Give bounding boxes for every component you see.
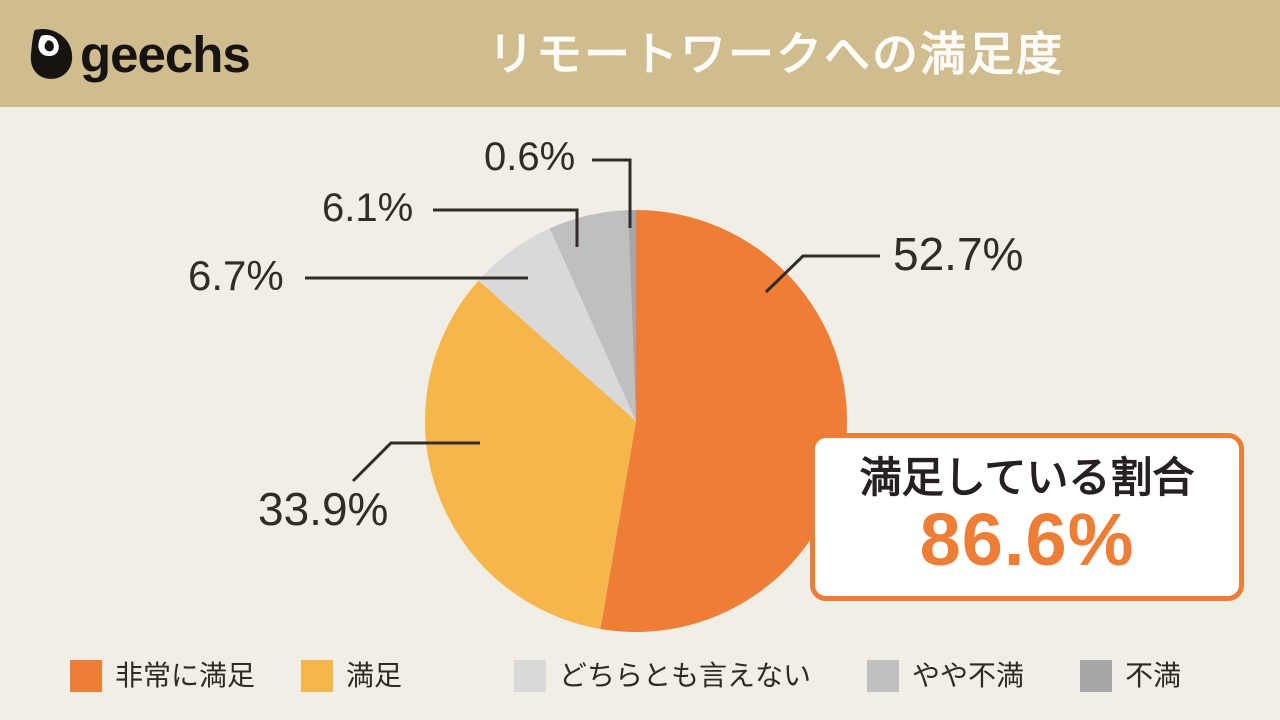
pie-slice-4 (628, 210, 636, 421)
pie-slice-3 (549, 210, 636, 421)
pie-slice-0 (600, 210, 847, 632)
callout-value: 86.6% (919, 498, 1135, 582)
legend-label-somewhat-dissatisfied: やや不満 (912, 660, 1025, 691)
legend-swatch-very-satisfied (70, 660, 102, 692)
header-bar: geechs リモートワークへの満足度 (0, 0, 1280, 107)
slice-label-satisfied: 33.9% (258, 483, 389, 535)
legend-item-satisfied: 満足 (301, 660, 402, 692)
callout-label: 満足している割合 (859, 454, 1195, 502)
slice-label-neutral: 6.7% (188, 252, 284, 299)
slice-label-dissatisfied: 0.6% (484, 135, 576, 179)
legend-item-somewhat-dissatisfied: やや不満 (867, 660, 1024, 692)
pie-chart (425, 210, 847, 632)
legend-label-neutral: どちらとも言えない (559, 660, 812, 691)
legend-label-dissatisfied: 不満 (1125, 660, 1182, 691)
pie-slice-1 (425, 280, 636, 629)
legend-swatch-neutral (514, 660, 547, 692)
legend-item-dissatisfied: 不満 (1080, 660, 1181, 692)
legend-swatch-somewhat-dissatisfied (867, 660, 900, 692)
slice-label-somewhat-dissatisfied: 6.1% (322, 186, 414, 230)
satisfaction-callout-box: 満足している割合 86.6% (810, 433, 1244, 601)
geechs-leaf-icon (30, 29, 73, 79)
legend-swatch-satisfied (301, 660, 334, 692)
geechs-logo: geechs (28, 25, 251, 83)
legend-item-neutral: どちらとも言えない (514, 660, 811, 692)
legend-swatch-dissatisfied (1080, 660, 1113, 692)
logo-text: geechs (80, 25, 251, 83)
legend-label-very-satisfied: 非常に満足 (115, 660, 256, 691)
legend: 非常に満足 満足 どちらとも言えない やや不満 不満 (70, 657, 1181, 695)
slice-label-very-satisfied: 52.7% (893, 228, 1024, 280)
pie-svg (425, 210, 847, 632)
page-title: リモートワークへの満足度 (488, 28, 1064, 80)
legend-label-satisfied: 満足 (346, 660, 403, 691)
legend-item-very-satisfied: 非常に満足 (70, 660, 255, 692)
